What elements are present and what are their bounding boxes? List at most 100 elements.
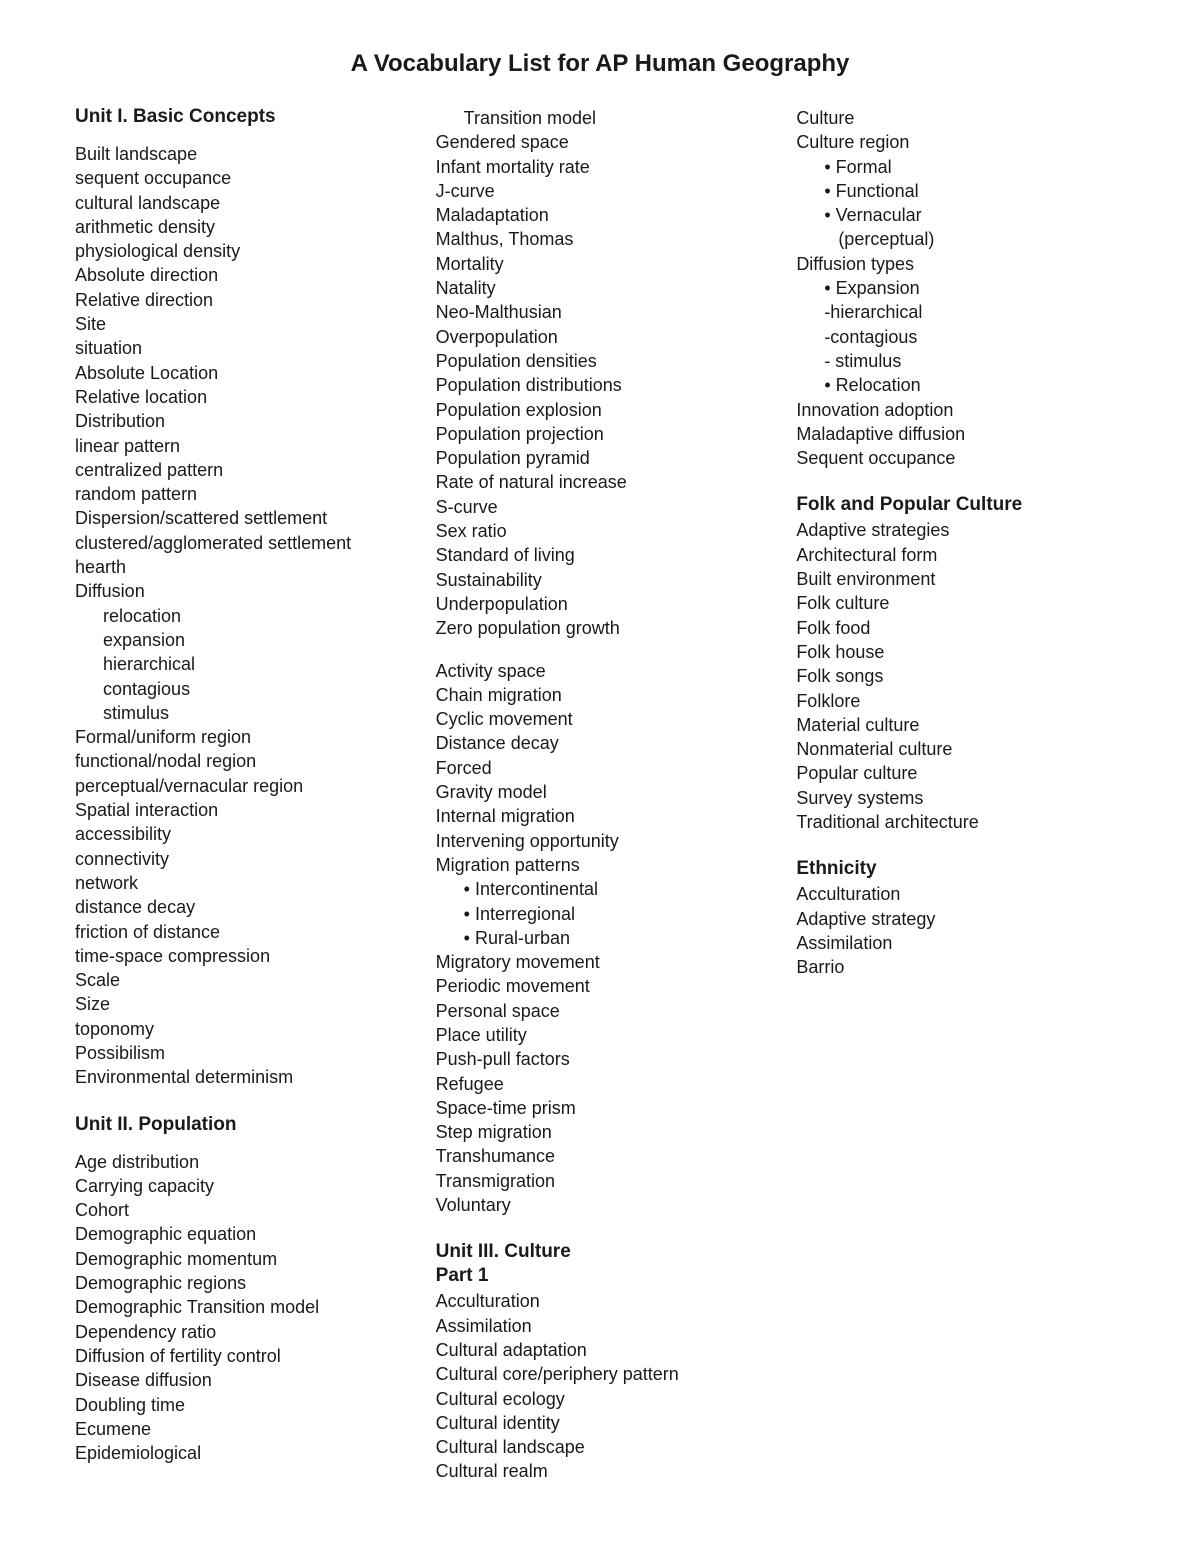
vocab-term: Culture region <box>796 130 1125 154</box>
vocab-term: friction of distance <box>75 920 404 944</box>
vocab-term: Personal space <box>436 999 765 1023</box>
vocab-term: Internal migration <box>436 804 765 828</box>
vocab-term: Population projection <box>436 422 765 446</box>
vocab-term: Absolute direction <box>75 263 404 287</box>
vocab-term: Material culture <box>796 713 1125 737</box>
vocab-term: hierarchical <box>75 652 404 676</box>
vocab-term: Forced <box>436 756 765 780</box>
vocab-term: Folklore <box>796 689 1125 713</box>
vocab-term: Spatial interaction <box>75 798 404 822</box>
vocab-term: relocation <box>75 604 404 628</box>
vocab-term: Scale <box>75 968 404 992</box>
vocab-term: Traditional architecture <box>796 810 1125 834</box>
vocab-term: sequent occupance <box>75 166 404 190</box>
vocab-term: Demographic regions <box>75 1271 404 1295</box>
vocab-term: centralized pattern <box>75 458 404 482</box>
vocab-term: • Interregional <box>436 902 765 926</box>
vocab-term: Population explosion <box>436 398 765 422</box>
vocab-term: Adaptive strategies <box>796 518 1125 542</box>
vocab-term: -contagious <box>796 325 1125 349</box>
vocab-term: Barrio <box>796 955 1125 979</box>
vocab-term: network <box>75 871 404 895</box>
vocab-term: Mortality <box>436 252 765 276</box>
vocab-term: Culture <box>796 106 1125 130</box>
vocab-term: Environmental determinism <box>75 1065 404 1089</box>
section-heading: Unit I. Basic Concepts <box>75 106 404 128</box>
vocab-term: Refugee <box>436 1072 765 1096</box>
vocab-term: • Relocation <box>796 373 1125 397</box>
vocab-term: Population distributions <box>436 373 765 397</box>
vocab-term: Carrying capacity <box>75 1174 404 1198</box>
vocab-term: J-curve <box>436 179 765 203</box>
vocab-term: Formal/uniform region <box>75 725 404 749</box>
vocab-term: stimulus <box>75 701 404 725</box>
vocab-term: Assimilation <box>796 931 1125 955</box>
spacer <box>796 470 1125 494</box>
vocab-term: Folk house <box>796 640 1125 664</box>
vocab-term: Zero population growth <box>436 616 765 640</box>
vocab-term: Folk songs <box>796 664 1125 688</box>
vocab-term: Periodic movement <box>436 974 765 998</box>
vocab-term: physiological density <box>75 239 404 263</box>
vocab-term: Relative direction <box>75 288 404 312</box>
vocab-term: Acculturation <box>796 882 1125 906</box>
vocab-term: Neo-Malthusian <box>436 300 765 324</box>
vocab-term: perceptual/vernacular region <box>75 774 404 798</box>
vocab-term: Disease diffusion <box>75 1368 404 1392</box>
vocab-term: Demographic momentum <box>75 1247 404 1271</box>
section-heading: Folk and Popular Culture <box>796 494 1125 516</box>
vocab-term: Standard of living <box>436 543 765 567</box>
vocab-term: Sequent occupance <box>796 446 1125 470</box>
section-heading: Ethnicity <box>796 858 1125 880</box>
vocab-term: Cultural core/periphery pattern <box>436 1362 765 1386</box>
vocab-term: hearth <box>75 555 404 579</box>
vocab-term: Cultural adaptation <box>436 1338 765 1362</box>
vocab-term: Diffusion types <box>796 252 1125 276</box>
vocab-term: • Intercontinental <box>436 877 765 901</box>
vocab-term: situation <box>75 336 404 360</box>
vocab-term: • Functional <box>796 179 1125 203</box>
section-heading: Unit II. Population <box>75 1114 404 1136</box>
vocab-term: arithmetic density <box>75 215 404 239</box>
vocab-term: Diffusion of fertility control <box>75 1344 404 1368</box>
vocab-term: Size <box>75 992 404 1016</box>
vocab-term: Natality <box>436 276 765 300</box>
vocab-term: -hierarchical <box>796 300 1125 324</box>
vocab-term: distance decay <box>75 895 404 919</box>
vocab-term: Relative location <box>75 385 404 409</box>
vocab-term: Nonmaterial culture <box>796 737 1125 761</box>
vocab-term: Dependency ratio <box>75 1320 404 1344</box>
vocab-term: Step migration <box>436 1120 765 1144</box>
vocab-term: connectivity <box>75 847 404 871</box>
vocab-term: Population pyramid <box>436 446 765 470</box>
vocab-term: Demographic Transition model <box>75 1295 404 1319</box>
vocab-term: S-curve <box>436 495 765 519</box>
document-page: A Vocabulary List for AP Human Geography… <box>0 0 1200 1553</box>
vocab-term: Popular culture <box>796 761 1125 785</box>
vocab-term: contagious <box>75 677 404 701</box>
section-heading: Unit III. Culture <box>436 1241 765 1263</box>
vocab-term: Infant mortality rate <box>436 155 765 179</box>
page-title: A Vocabulary List for AP Human Geography <box>75 50 1125 78</box>
vocab-term: accessibility <box>75 822 404 846</box>
vocab-term: random pattern <box>75 482 404 506</box>
vocab-term: Space-time prism <box>436 1096 765 1120</box>
vocab-term: Place utility <box>436 1023 765 1047</box>
vocab-term: Assimilation <box>436 1314 765 1338</box>
vocab-term: Survey systems <box>796 786 1125 810</box>
vocab-term: Acculturation <box>436 1289 765 1313</box>
vocab-term: Dispersion/scattered settlement <box>75 506 404 530</box>
vocab-term: • Formal <box>796 155 1125 179</box>
vocab-term: Cultural realm <box>436 1459 765 1483</box>
vocab-term: cultural landscape <box>75 191 404 215</box>
vocab-term: Chain migration <box>436 683 765 707</box>
vocab-term: • Expansion <box>796 276 1125 300</box>
spacer <box>436 1217 765 1241</box>
vocab-term: Distribution <box>75 409 404 433</box>
spacer <box>75 1090 404 1114</box>
vocab-term: Demographic equation <box>75 1222 404 1246</box>
vocab-term: Epidemiological <box>75 1441 404 1465</box>
vocab-term: Architectural form <box>796 543 1125 567</box>
vocab-term: Gravity model <box>436 780 765 804</box>
vocab-term: Intervening opportunity <box>436 829 765 853</box>
